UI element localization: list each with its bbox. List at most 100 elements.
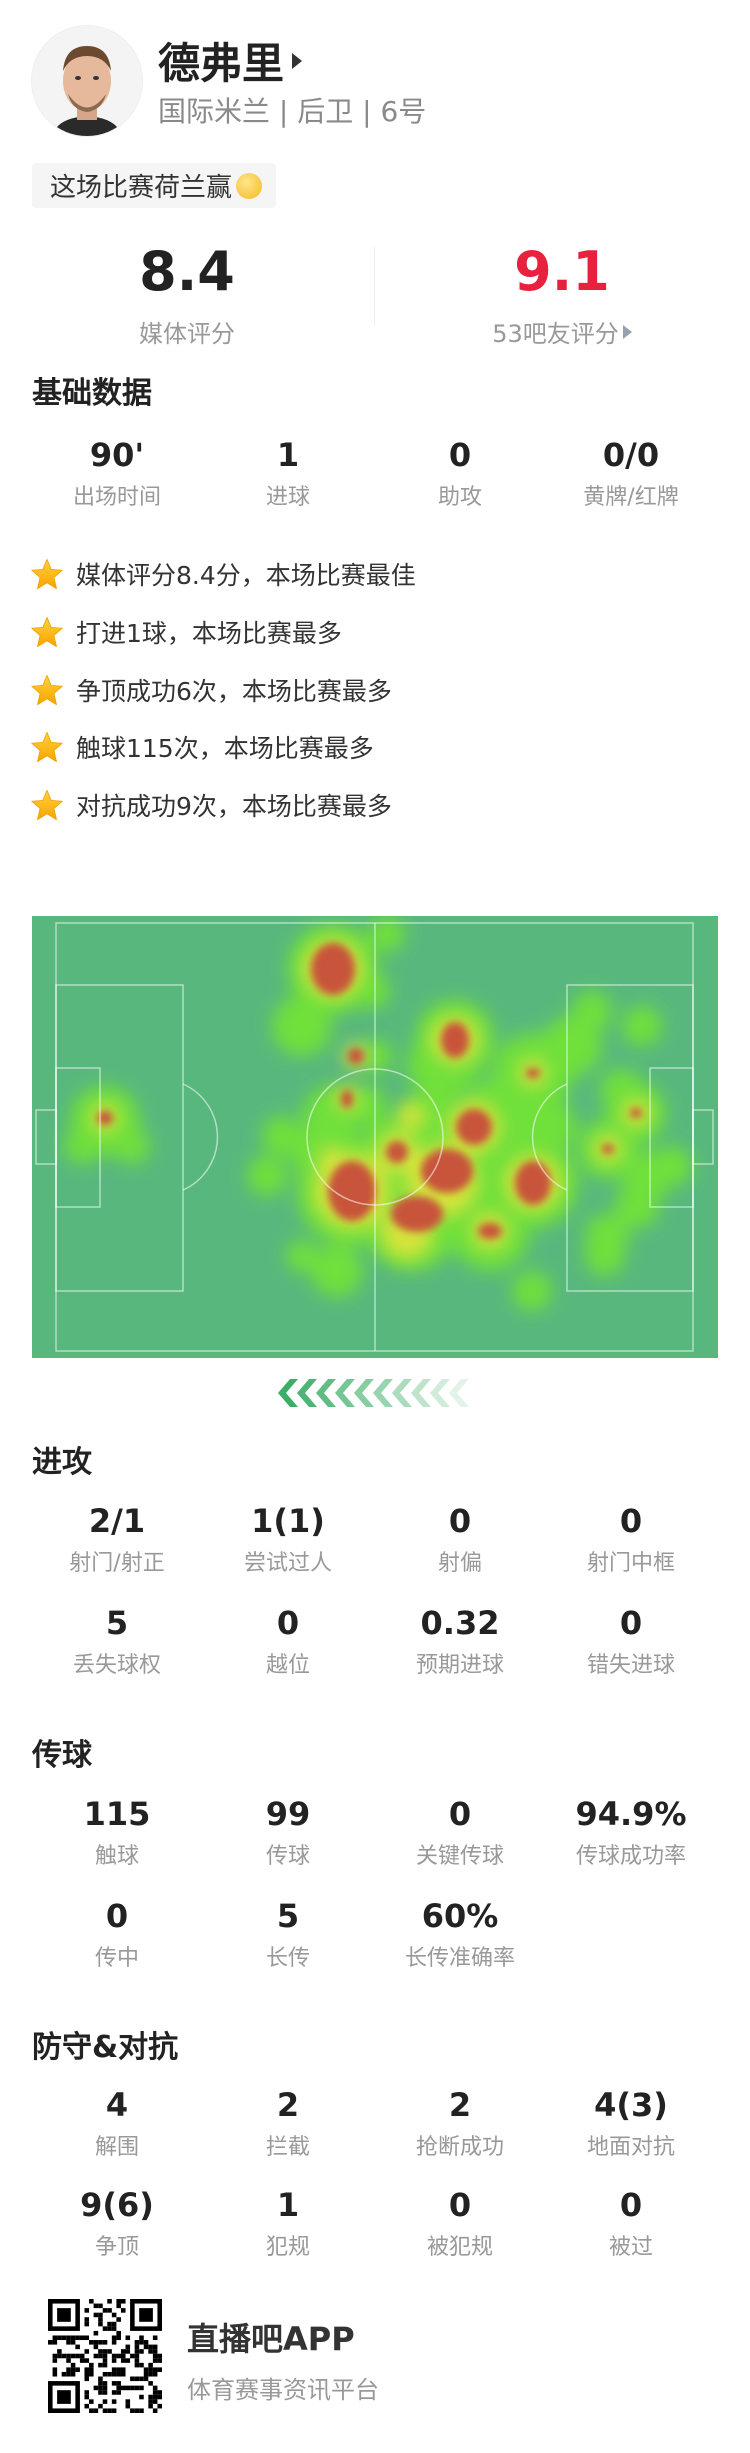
stat-label: 长传 [265, 1946, 310, 1971]
stat-value: 0 [448, 436, 472, 474]
stat-value: 0 [448, 1502, 472, 1540]
chevron-left-icon [316, 1379, 336, 1407]
stat-value: 0 [105, 1897, 129, 1935]
stat-label: 触球 [94, 1844, 139, 1869]
blush-emoji-icon [236, 172, 263, 199]
stat-defense: 2 拦截 [198, 2087, 378, 2161]
stat-defense: 4 解围 [27, 2087, 207, 2161]
pitch-lines [35, 922, 714, 1352]
highlight-item: 对抗成功9次，本场比赛最多 [30, 787, 392, 823]
section-title-attack: 进攻 [32, 1445, 92, 1480]
stat-basic: 0 助攻 [370, 437, 550, 511]
stat-value: 4 [105, 2086, 129, 2124]
stat-label: 助攻 [437, 485, 482, 510]
star-icon [31, 558, 63, 590]
fan-rating[interactable]: 9.1 53吧友评分 [412, 242, 712, 349]
stat-value: 94.9% [575, 1795, 687, 1833]
chevron-left-icon [278, 1379, 298, 1407]
stat-attack: 0 射偏 [370, 1503, 550, 1577]
highlight-text: 触球115次，本场比赛最多 [76, 734, 374, 763]
heat-blob-low [311, 1245, 363, 1297]
heat-blob-low [114, 1128, 150, 1164]
stat-value: 2/1 [88, 1502, 146, 1540]
stat-value: 5 [105, 1604, 129, 1642]
heat-blob-high [602, 1144, 614, 1154]
heat-blob-high [456, 1109, 492, 1145]
heat-blob-low [247, 1156, 287, 1196]
stat-label: 解围 [94, 2135, 139, 2160]
stat-label: 尝试过人 [243, 1551, 332, 1576]
stat-label: 争顶 [94, 2235, 139, 2260]
chevron-left-icon [411, 1379, 431, 1407]
star-icon [31, 789, 63, 821]
heat-blob-low [361, 1040, 393, 1072]
heat-blob-high [97, 1111, 113, 1125]
stat-label: 长传准确率 [404, 1946, 515, 1971]
stat-passing: 99 传球 [198, 1796, 378, 1870]
stat-attack: 0 射门中框 [541, 1503, 721, 1577]
heat-blob-low [615, 1184, 659, 1228]
heat-blob-low [286, 1240, 318, 1272]
heat-blob-high [348, 1048, 364, 1064]
prediction-text: 这场比赛荷兰赢 [50, 173, 233, 203]
stat-value: 90' [89, 436, 145, 474]
heat-blob-low [542, 1016, 602, 1076]
stat-label: 犯规 [265, 2235, 310, 2260]
stat-defense: 9(6) 争顶 [27, 2187, 207, 2261]
chevron-left-icon [335, 1379, 355, 1407]
app-slogan: 体育赛事资讯平台 [187, 2376, 379, 2404]
highlight-text: 争顶成功6次，本场比赛最多 [76, 677, 392, 706]
stat-label: 丢失球权 [72, 1653, 161, 1678]
heat-blob-high [630, 1108, 642, 1118]
stat-basic: 90' 出场时间 [27, 437, 207, 511]
stat-label: 被犯规 [426, 2235, 493, 2260]
player-name-link[interactable]: 德弗里 [158, 30, 303, 91]
prediction-bubble: 这场比赛荷兰赢 [32, 163, 277, 208]
heatmap [35, 916, 714, 1352]
chevron-left-icon [373, 1379, 393, 1407]
stat-attack: 5 丢失球权 [27, 1605, 207, 1679]
section-title-passing: 传球 [32, 1738, 92, 1773]
app-name: 直播吧APP [187, 2320, 355, 2358]
chevron-left-icon [354, 1379, 374, 1407]
stat-value: 4(3) [594, 2086, 668, 2124]
highlight-item: 媒体评分8.4分，本场比赛最佳 [30, 556, 416, 592]
stat-label: 传球 [265, 1844, 310, 1869]
player-photo [32, 26, 142, 136]
heat-blob-low [585, 1236, 625, 1276]
heat-blob-low [272, 996, 332, 1056]
qr-code[interactable] [46, 2299, 164, 2413]
player-info: 国际米兰 | 后卫 | 6号 [158, 95, 427, 128]
heat-blob-high [391, 1196, 443, 1232]
heat-blob-high [421, 1149, 473, 1193]
heat-blob-low [622, 1006, 662, 1046]
heat-blob-high [386, 1141, 408, 1163]
stat-label: 射门/射正 [69, 1551, 165, 1576]
heat-blob-high [478, 1223, 502, 1239]
rating-divider [374, 247, 375, 325]
player-avatar[interactable] [31, 25, 143, 137]
chevron-left-icon [449, 1379, 469, 1407]
fan-rating-label: 53吧友评分 [492, 320, 619, 348]
heat-blob-high [526, 1068, 540, 1078]
stat-value: 0/0 [602, 436, 660, 474]
stat-attack: 1(1) 尝试过人 [198, 1503, 378, 1577]
heat-blob-high [341, 1090, 353, 1108]
stat-defense: 4(3) 地面对抗 [541, 2087, 721, 2161]
stat-passing: 60% 长传准确率 [370, 1898, 550, 1972]
stat-value: 1(1) [251, 1502, 325, 1540]
section-title-defense: 防守&对抗 [32, 2030, 179, 2065]
heat-blob-low [262, 1116, 302, 1156]
stat-label: 传球成功率 [575, 1844, 686, 1869]
stat-passing: 94.9% 传球成功率 [541, 1796, 721, 1870]
stat-label: 传中 [94, 1946, 139, 1971]
stat-value: 5 [276, 1897, 300, 1935]
stat-value: 9(6) [80, 2186, 154, 2224]
stat-passing: 5 长传 [198, 1898, 378, 1972]
heat-blob-low [64, 1128, 100, 1164]
stat-attack: 2/1 射门/射正 [27, 1503, 207, 1577]
stat-value: 0 [448, 2186, 472, 2224]
stat-value: 2 [448, 2086, 472, 2124]
heatmap-pitch [32, 916, 718, 1358]
stat-attack: 0 越位 [198, 1605, 378, 1679]
